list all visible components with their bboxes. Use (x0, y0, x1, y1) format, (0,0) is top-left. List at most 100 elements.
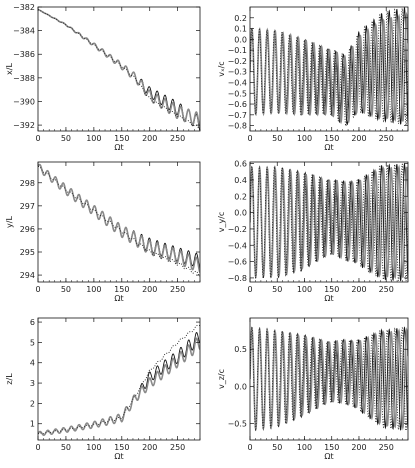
plot-frame (37, 6, 201, 132)
x-tick-label: 50 (61, 443, 71, 452)
x-tick-label: 250 (170, 134, 185, 143)
y-tick-label: 0.2 (234, 192, 247, 201)
y-tick-label: 6 (30, 318, 35, 327)
x-tick-label: 50 (272, 443, 282, 452)
y-tick-label: 294 (20, 271, 35, 280)
y-tick-label: −388 (13, 74, 35, 83)
series-z-dotted (38, 324, 200, 435)
x-tick-label: 200 (142, 443, 157, 452)
y-tick-label: −0.4 (228, 78, 247, 87)
y-tick-label: −386 (13, 50, 35, 59)
y-tick-label: 295 (20, 248, 35, 257)
x-axis-label: Ωt (324, 294, 333, 303)
x-tick-label: 150 (114, 443, 129, 452)
x-tick-label: 0 (35, 443, 40, 452)
panel-z: 0 50 100 150 200 250 1 2 3 4 5 6 Ωt z/L (5, 317, 201, 461)
x-tick-label: 200 (142, 285, 157, 294)
plot-frame (249, 317, 409, 441)
y-tick-label: −392 (13, 121, 35, 130)
x-tick-label: 100 (86, 443, 101, 452)
x-axis-label: Ωt (114, 452, 123, 461)
series-y-solid (38, 164, 200, 269)
y-tick-label: 0.0 (234, 209, 247, 218)
panel-y: 0 50 100 150 200 250 294 295 296 297 298 Ωt y/L (5, 161, 201, 303)
y-tick-label: −0.6 (228, 258, 247, 267)
y-tick-label: −0.2 (228, 57, 247, 66)
x-tick-label: 150 (324, 443, 339, 452)
y-axis-label: vₓ/c (217, 61, 226, 76)
x-axis-label: Ωt (114, 294, 123, 303)
x-tick-label: 100 (297, 443, 312, 452)
x-tick-label: 0 (247, 134, 252, 143)
y-tick-label: 1 (30, 420, 35, 429)
y-tick-label: 296 (20, 225, 35, 234)
x-tick-label: 50 (272, 285, 282, 294)
series-x-gray (38, 8, 200, 128)
y-tick-label: −0.1 (228, 46, 247, 55)
plot-frame (249, 161, 409, 283)
y-tick-label: −0.5 (228, 89, 247, 98)
y-tick-label: −0.7 (228, 111, 247, 120)
y-tick-label: −0.2 (228, 225, 247, 234)
x-tick-label: 100 (86, 285, 101, 294)
x-tick-label: 0 (247, 443, 252, 452)
y-tick-label: 297 (20, 202, 35, 211)
y-tick-label: −384 (13, 27, 35, 36)
x-tick-label: 200 (351, 134, 366, 143)
x-axis-label: Ωt (324, 452, 333, 461)
series-vx-dotted (250, 7, 408, 127)
x-tick-label: 250 (379, 285, 394, 294)
y-axis-label: x/L (5, 63, 14, 75)
x-axis-label: Ωt (114, 143, 123, 152)
x-tick-label: 150 (114, 285, 129, 294)
y-tick-label: 0.2 (234, 14, 247, 23)
series-vy-dotted (250, 162, 408, 282)
x-tick-label: 200 (351, 443, 366, 452)
x-tick-label: 250 (170, 285, 185, 294)
x-axis-label: Ωt (324, 143, 333, 152)
x-tick-label: 250 (379, 134, 394, 143)
y-axis-label: v_y/c (217, 212, 226, 233)
x-tick-label: 250 (379, 443, 394, 452)
y-tick-label: 298 (20, 179, 35, 188)
x-tick-label: 250 (170, 443, 185, 452)
x-tick-label: 200 (142, 134, 157, 143)
y-axis-label: v_z/c (217, 369, 226, 389)
x-tick-label: 0 (35, 134, 40, 143)
y-tick-label: 4 (30, 359, 35, 368)
x-tick-label: 150 (324, 134, 339, 143)
x-tick-label: 100 (297, 134, 312, 143)
y-tick-label: −0.8 (228, 274, 247, 283)
x-tick-label: 50 (272, 134, 282, 143)
plot-frame (249, 6, 409, 132)
x-tick-label: 50 (61, 134, 71, 143)
x-tick-label: 50 (61, 285, 71, 294)
x-tick-label: 150 (324, 285, 339, 294)
y-axis-label: z/L (5, 373, 14, 385)
y-tick-label: −0.4 (228, 241, 247, 250)
y-tick-label: 0.5 (234, 345, 247, 354)
y-tick-label: 0.1 (234, 25, 247, 34)
y-tick-label: −0.5 (228, 420, 247, 429)
panel-vz: 0 50 100 150 200 250 −0.5 0.0 0.5 Ωt v_z/c (217, 317, 409, 461)
panel-vy: 0 50 100 150 200 250 −0.8 −0.6 −0.4 −0.2 0.0 0.2 0.4… (217, 160, 409, 303)
series-x-dotted (38, 8, 200, 131)
y-tick-label: 0.0 (234, 382, 247, 391)
series-vz-dotted (250, 326, 408, 433)
x-tick-label: 100 (86, 134, 101, 143)
y-tick-label: 3 (30, 379, 35, 388)
y-tick-label: −390 (13, 97, 35, 106)
series-z-solid (38, 332, 200, 436)
y-tick-label: 2 (30, 399, 35, 408)
x-tick-label: 0 (35, 285, 40, 294)
x-tick-label: 150 (114, 134, 129, 143)
y-tick-label: −0.8 (228, 122, 247, 131)
y-axis-label: y/L (5, 216, 14, 228)
plot-frame (37, 161, 201, 283)
y-tick-label: 5 (30, 338, 35, 347)
panel-x: 0 50 100 150 200 250 −392 −390 −388 −386 −384 −382 Ω… (5, 3, 201, 152)
y-tick-label: −0.6 (228, 100, 247, 109)
panel-vx: 0 50 100 150 200 250 −0.8 −0.7 −0.6 −0.5 −0.4−0.3 −… (217, 6, 409, 152)
x-tick-label: 100 (297, 285, 312, 294)
